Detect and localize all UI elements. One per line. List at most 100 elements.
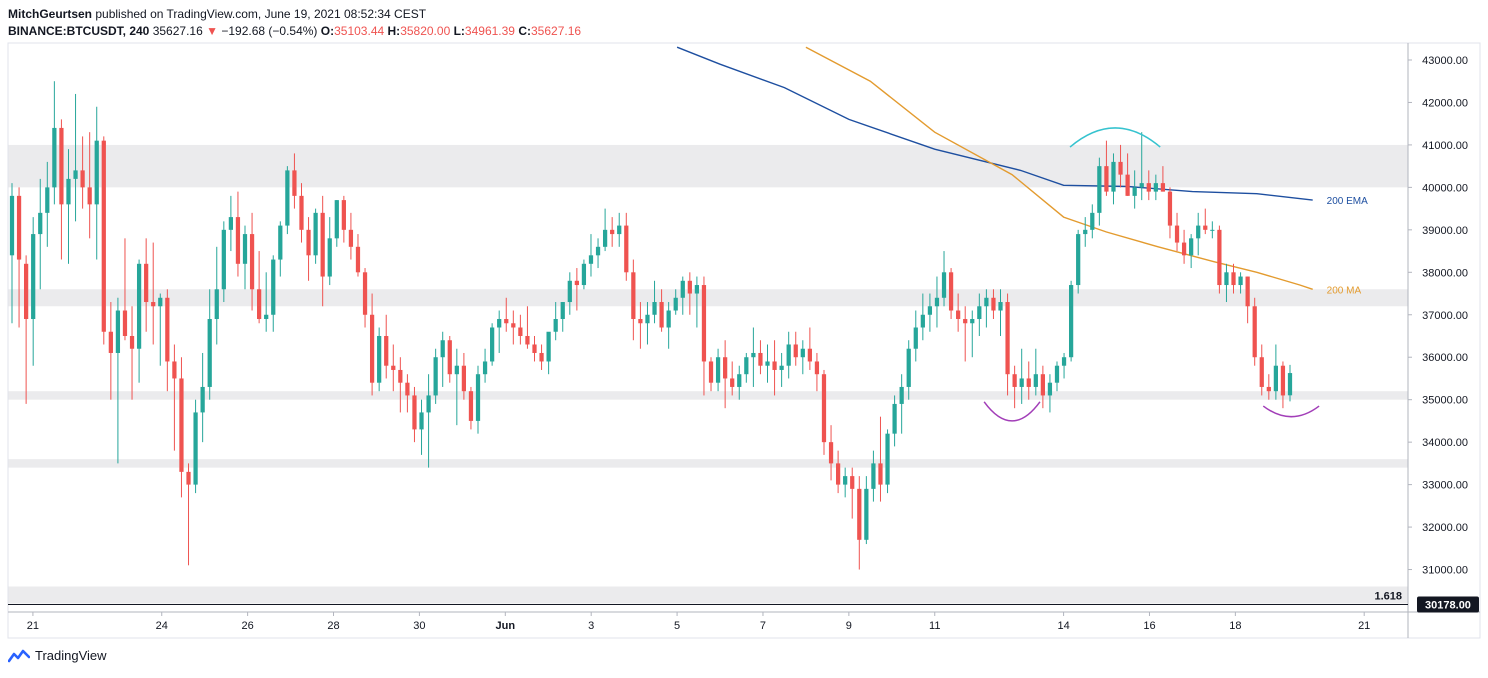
candle-body	[744, 357, 749, 375]
candle-body	[913, 327, 918, 349]
tradingview-logo-icon	[8, 649, 30, 662]
candle-body	[892, 403, 897, 434]
support-resistance-zones	[8, 144, 1408, 604]
candle	[278, 221, 283, 277]
candle	[320, 195, 325, 307]
candle	[433, 348, 438, 404]
candle	[391, 344, 396, 392]
candle	[850, 467, 855, 519]
candle	[1259, 344, 1264, 396]
candle-body	[532, 344, 537, 353]
candle	[878, 416, 883, 502]
candle-body	[101, 140, 106, 332]
candle	[504, 297, 509, 332]
candle	[1111, 153, 1116, 205]
candle	[426, 374, 431, 468]
candle-body	[737, 374, 742, 387]
candle-body	[588, 255, 594, 264]
candle	[991, 289, 996, 320]
candle	[66, 149, 71, 264]
candle-body	[235, 217, 241, 264]
candle-body	[1245, 276, 1250, 307]
candle-body	[906, 348, 911, 387]
candle-body	[1181, 242, 1187, 256]
candle	[793, 331, 798, 366]
candle-body	[1287, 373, 1293, 396]
candle	[1266, 374, 1271, 400]
candle	[45, 161, 50, 247]
candle	[1189, 234, 1194, 269]
symbol-label[interactable]: BINANCE:BTCUSDT, 240	[8, 24, 150, 38]
candle-body	[299, 195, 304, 230]
candle	[680, 276, 685, 315]
time-tick-label: 3	[588, 620, 594, 632]
candle	[934, 276, 940, 328]
candle-body	[631, 272, 636, 320]
ema-200-label: 200 EMA	[1327, 196, 1368, 207]
candle	[1068, 280, 1074, 362]
candle-body	[624, 225, 629, 273]
candle-body	[1054, 365, 1060, 383]
candle-body	[1047, 382, 1053, 396]
candle	[24, 255, 29, 404]
price-tick-label: 39000.00	[1422, 225, 1468, 237]
candle-body	[1280, 365, 1286, 396]
time-tick-label: 21	[27, 620, 39, 632]
candle	[412, 386, 417, 443]
candle-body	[857, 488, 862, 540]
candle	[108, 302, 113, 400]
candle	[553, 302, 558, 341]
author-name[interactable]: MitchGeurtsen	[8, 7, 93, 21]
chart-header: MitchGeurtsen published on TradingView.c…	[8, 6, 581, 40]
candle	[292, 153, 297, 209]
candle-body	[468, 391, 474, 421]
candle	[1061, 352, 1067, 379]
candle	[588, 234, 594, 277]
candle-body	[80, 170, 85, 188]
candle-body	[694, 285, 700, 294]
candle-body	[122, 310, 128, 336]
candle-body	[447, 340, 452, 375]
candle-body	[1118, 161, 1123, 175]
candle-body	[708, 361, 714, 383]
candle	[673, 289, 678, 315]
candle	[1047, 374, 1053, 413]
candle-body	[1252, 306, 1257, 358]
candle-body	[758, 352, 763, 366]
candle-body	[970, 319, 975, 324]
candle-body	[617, 225, 622, 235]
candle	[1118, 144, 1123, 188]
fib-label: 1.618	[1374, 590, 1402, 602]
close-value: 35627.16	[531, 24, 582, 38]
price-tick-label: 35000.00	[1422, 395, 1468, 407]
candle	[193, 399, 198, 494]
candle-body	[1061, 357, 1067, 366]
candle-body	[1167, 191, 1173, 226]
candle	[666, 302, 671, 349]
candle-body	[1196, 225, 1201, 239]
candle	[758, 340, 763, 375]
candle-body	[1259, 357, 1264, 387]
candle-body	[186, 471, 191, 485]
candle	[715, 348, 721, 392]
candle-body	[384, 335, 389, 366]
candle-body	[497, 319, 502, 328]
candle-body	[461, 365, 467, 392]
candle-body	[158, 297, 163, 307]
published-text: published on TradingView.com, June 19, 2…	[95, 7, 427, 21]
candle-body	[334, 200, 339, 239]
candle-body	[1210, 229, 1215, 231]
candle-body	[864, 488, 869, 540]
brand-name[interactable]: TradingView	[35, 648, 107, 663]
candle-body	[765, 361, 770, 366]
pattern-annotations	[983, 127, 1320, 422]
candle-body	[115, 310, 121, 353]
candle-body	[454, 365, 459, 375]
candle	[638, 302, 643, 349]
ema-200-line	[676, 46, 1313, 201]
candle-body	[610, 229, 615, 235]
candle	[927, 293, 933, 332]
candle	[708, 357, 714, 392]
candle-body	[129, 335, 135, 349]
